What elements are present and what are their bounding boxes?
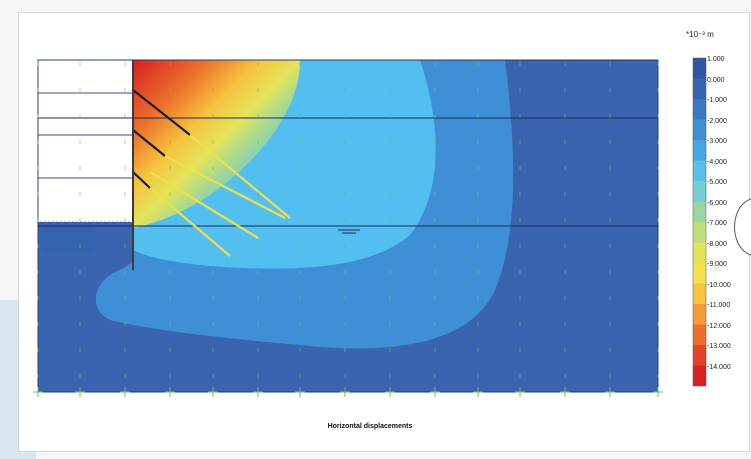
- scale-swatch: [693, 181, 706, 202]
- scale-swatch: [693, 242, 706, 263]
- excavation-outline: [37, 59, 134, 223]
- scale-tick-label: -7.000: [707, 220, 727, 227]
- anchor-bond-length: [149, 171, 259, 239]
- scale-tick-label: -14.000: [707, 363, 731, 371]
- fixity-marker: [473, 387, 483, 397]
- scale-swatch: [693, 119, 706, 140]
- fixity-marker: [208, 387, 218, 397]
- scale-tick-label: -6.000: [707, 199, 727, 207]
- scale-swatch: [693, 160, 706, 181]
- scale-swatch: [693, 324, 706, 345]
- scale-tick-label: -5.000: [707, 179, 727, 186]
- scale-swatch: [693, 263, 706, 284]
- toe-patch: [40, 224, 95, 254]
- fixity-marker: [340, 387, 350, 397]
- scale-swatch: [693, 140, 706, 161]
- fixity-marker: [560, 387, 570, 397]
- scale-swatch: [693, 222, 706, 243]
- scale-swatch: [693, 99, 706, 120]
- fixity-marker: [75, 387, 85, 397]
- scale-swatch: [693, 365, 706, 386]
- scale-tick-label: -9.000: [707, 261, 727, 268]
- scale-tick-label: 1.000: [707, 56, 725, 63]
- fixity-marker: [165, 387, 175, 397]
- anchor-bond-length: [149, 187, 231, 257]
- scale-swatch: [693, 345, 706, 366]
- scale-tick-label: -3.000: [707, 138, 727, 145]
- scale-tick-label: -12.000: [707, 322, 731, 330]
- fixity-marker: [430, 387, 440, 397]
- fixity-marker: [515, 387, 525, 397]
- fixity-marker: [295, 387, 305, 397]
- fixity-marker: [120, 387, 130, 397]
- scale-tick-label: -1.000: [707, 97, 727, 104]
- scale-tick-label: -13.000: [707, 343, 731, 350]
- anchor-bond-length: [189, 134, 291, 219]
- fixity-marker: [33, 387, 43, 397]
- scale-swatch: [693, 283, 706, 304]
- scale-swatch: [693, 78, 706, 99]
- scale-unit-label: *10⁻³ m: [686, 30, 714, 39]
- scale-swatch: [693, 58, 706, 79]
- scale-tick-label: -2.000: [707, 117, 727, 125]
- anchor-free-length: [132, 129, 166, 157]
- ground-anchors: [132, 89, 291, 257]
- figure-caption: Horizontal displacements: [327, 423, 413, 430]
- fixity-marker: [653, 387, 663, 397]
- color-scale-bar: [692, 57, 707, 387]
- fixity-marker: [385, 387, 395, 397]
- scale-swatch: [693, 201, 706, 222]
- anchor-bond-length: [164, 155, 286, 219]
- scale-tick-label: -8.000: [707, 240, 727, 248]
- scale-tick-label: -11.000: [707, 302, 731, 309]
- anchor-free-length: [179, 126, 191, 136]
- scale-swatch: [693, 304, 706, 325]
- fixity-marker: [605, 387, 615, 397]
- mesh-markers: [33, 62, 663, 397]
- scale-tick-label: 0.000: [707, 76, 725, 84]
- scale-tick-label: -10.000: [707, 281, 731, 289]
- anchor-free-length: [132, 89, 181, 128]
- fixity-marker: [253, 387, 263, 397]
- anchor-free-length: [132, 171, 151, 189]
- scale-tick-label: -4.000: [707, 158, 727, 166]
